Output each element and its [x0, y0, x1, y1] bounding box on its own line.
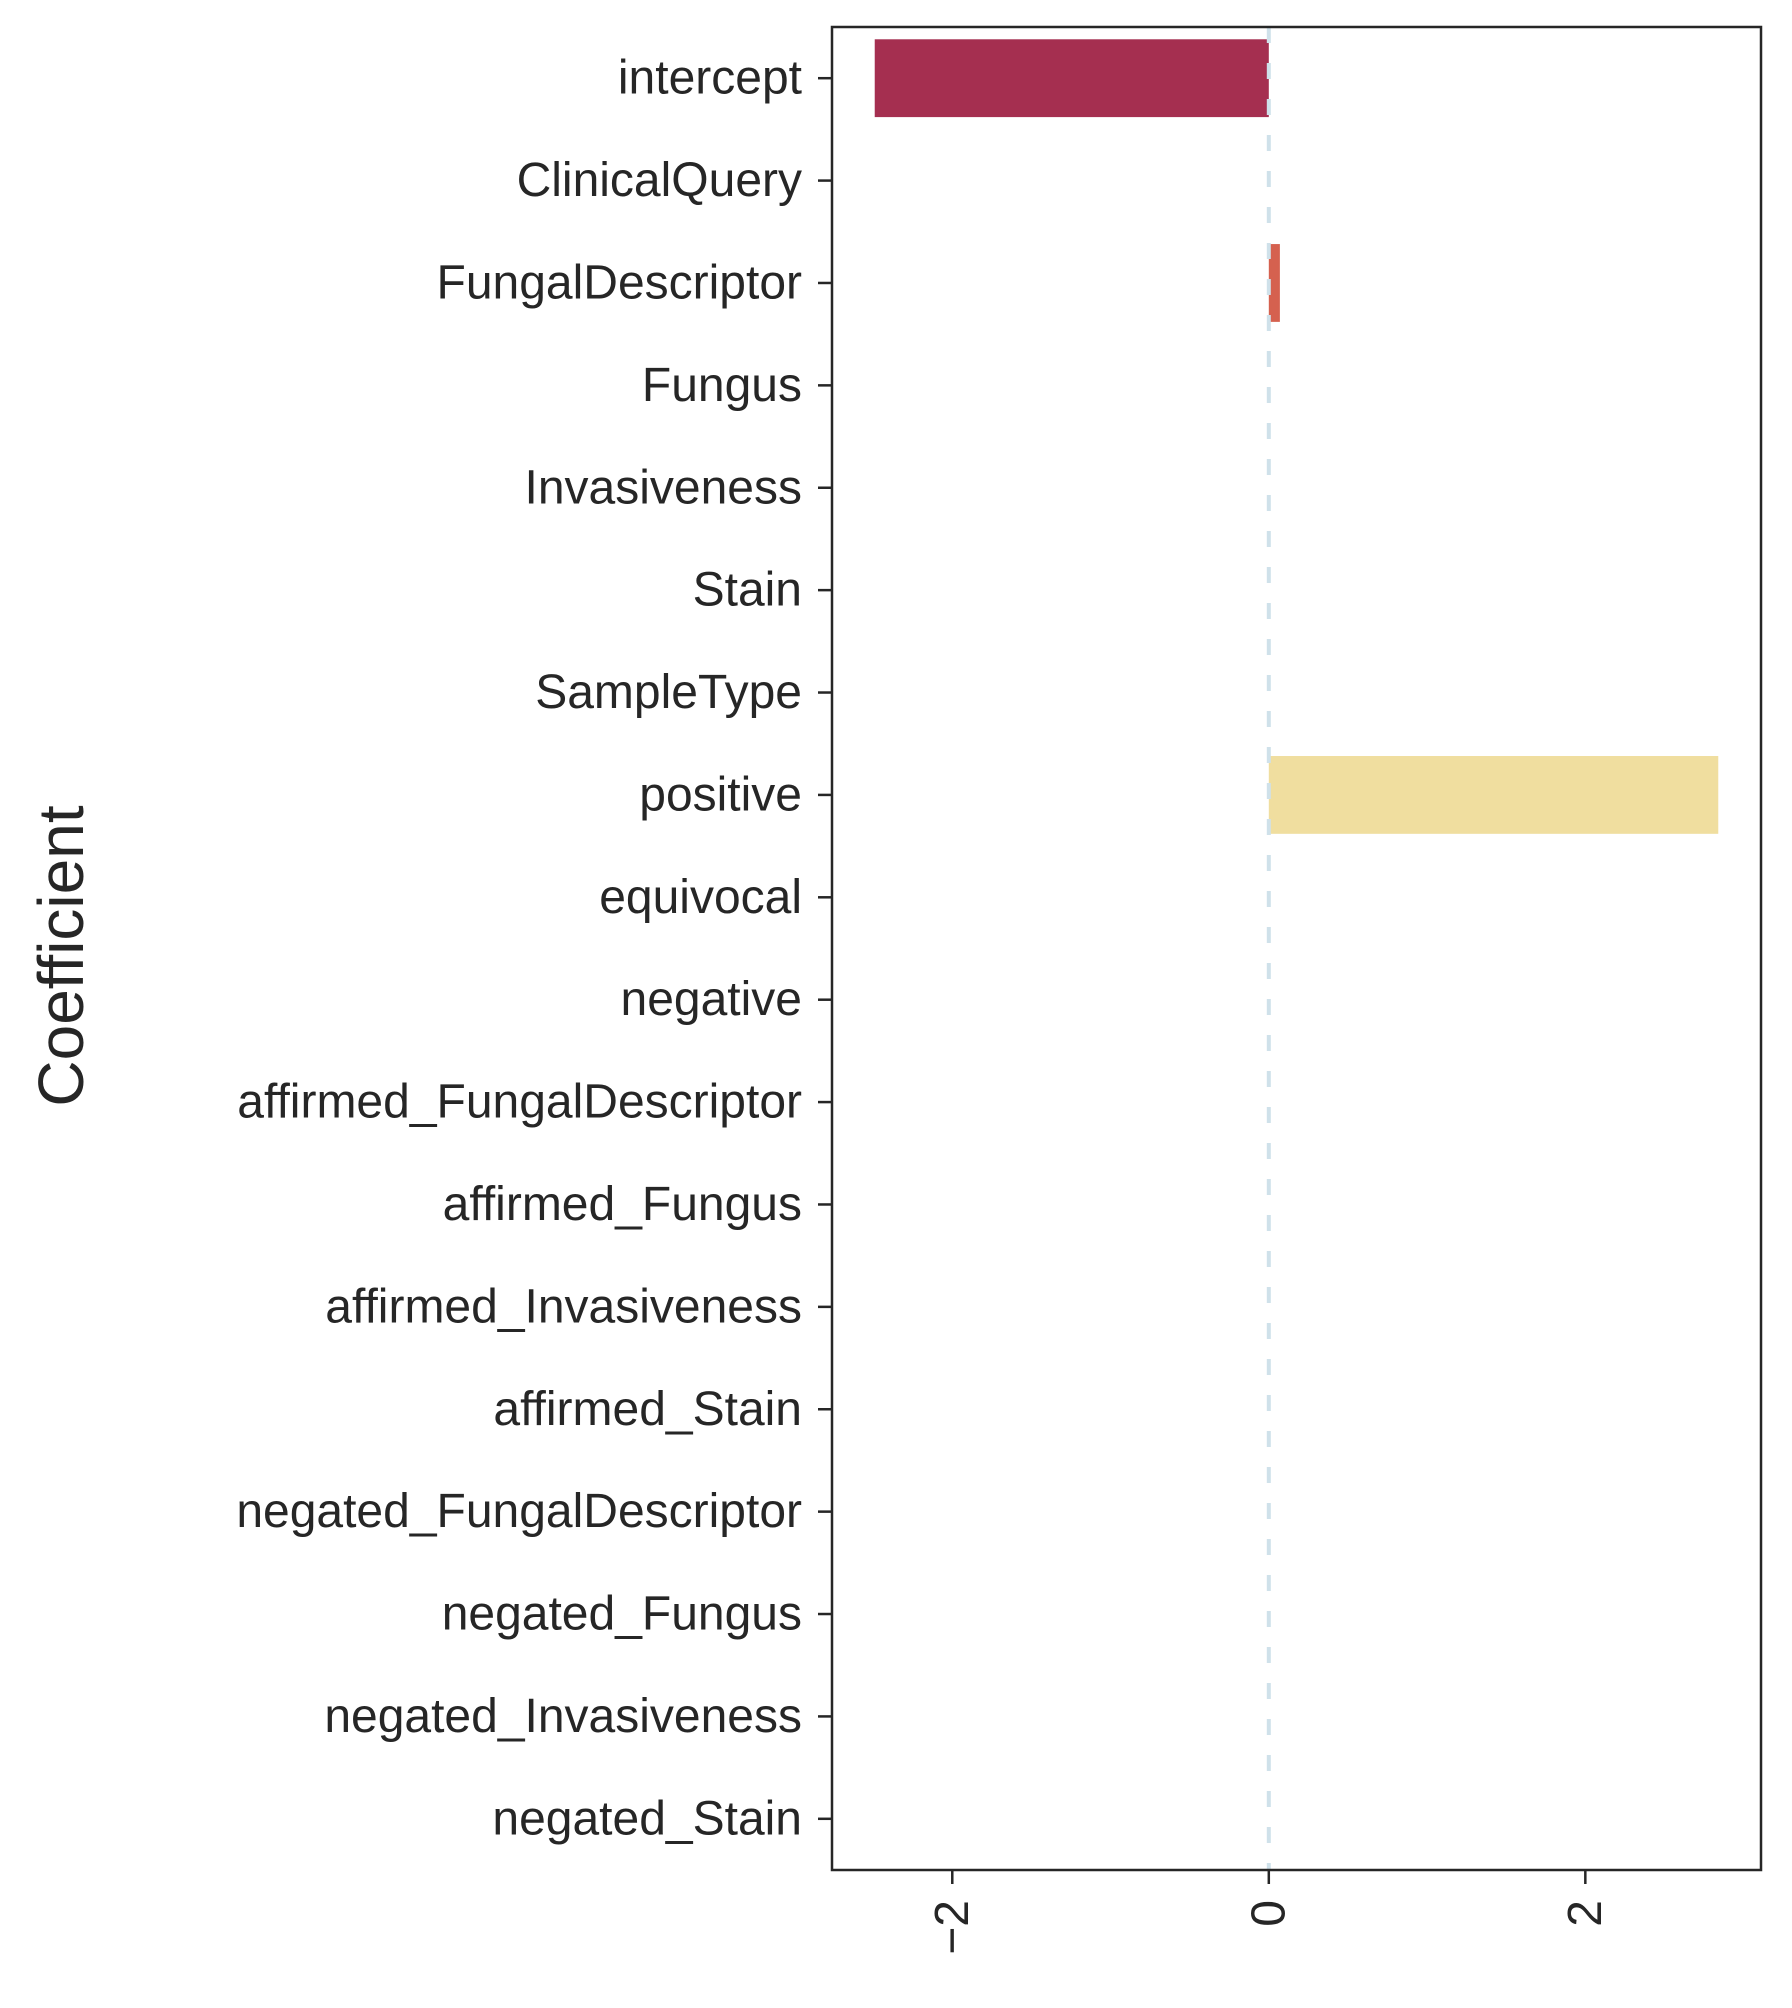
y-tick-label: affirmed_Stain: [493, 1383, 802, 1436]
bar-positive: [1268, 756, 1719, 834]
bar-layer: [874, 39, 1719, 834]
y-tick-label: negated_Fungus: [442, 1588, 802, 1641]
y-tick-label: FungalDescriptor: [437, 256, 803, 309]
y-axis-title-group: Coefficient: [25, 805, 97, 1106]
bar-FungalDescriptor: [1268, 244, 1280, 322]
x-axis-ticks: −2 0 2: [926, 1870, 1612, 1955]
y-tick-label: affirmed_FungalDescriptor: [237, 1076, 802, 1129]
y-axis-title: Coefficient: [25, 805, 97, 1106]
y-tick-label: intercept: [618, 52, 802, 105]
y-tick-label: Fungus: [642, 359, 802, 412]
x-tick-label: 2: [1559, 1900, 1612, 1927]
y-axis-ticks: intercept ClinicalQuery FungalDescriptor Fu…: [236, 52, 832, 1845]
x-tick-label: −2: [926, 1900, 979, 1955]
y-tick-label: ClinicalQuery: [517, 154, 802, 207]
y-tick-label: equivocal: [599, 871, 802, 924]
y-tick-label: negated_FungalDescriptor: [236, 1485, 802, 1538]
y-tick-label: negated_Invasiveness: [324, 1690, 802, 1743]
y-tick-label: SampleType: [535, 666, 802, 719]
bar-intercept: [874, 39, 1269, 118]
y-tick-label: Invasiveness: [525, 461, 802, 514]
y-tick-label: negative: [621, 973, 802, 1026]
y-tick-label: negated_Stain: [492, 1792, 802, 1845]
plot-frame: [830, 25, 1763, 1872]
y-tick-label: Stain: [693, 564, 802, 617]
y-tick-label: affirmed_Invasiveness: [325, 1280, 802, 1333]
y-tick-label: positive: [639, 768, 802, 821]
x-tick-label: 0: [1242, 1900, 1295, 1927]
y-tick-label: affirmed_Fungus: [443, 1178, 802, 1231]
